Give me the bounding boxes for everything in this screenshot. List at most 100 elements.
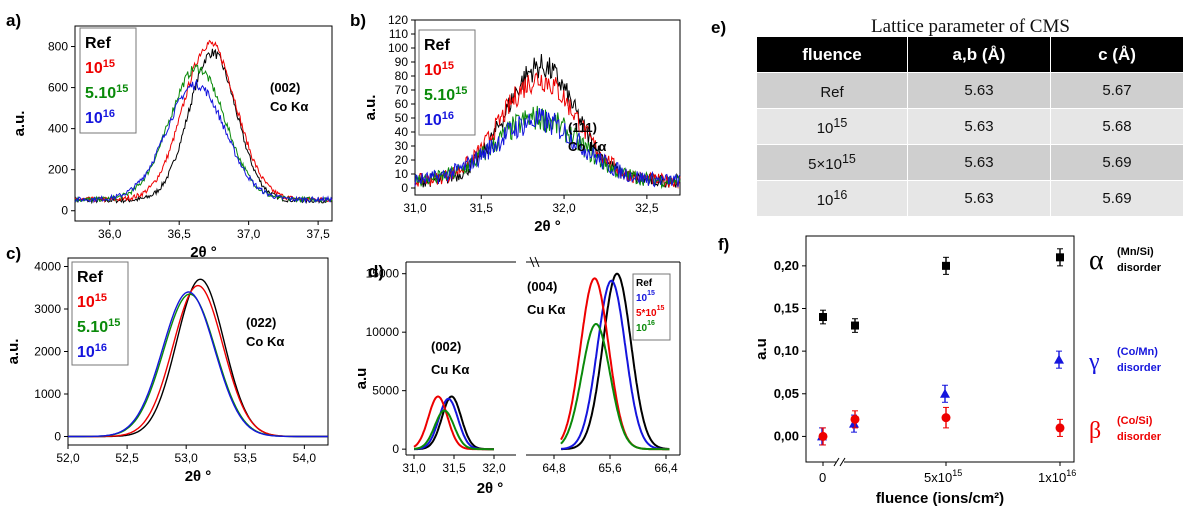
legend-entry-d: Ref <box>636 278 653 289</box>
table-title: Lattice parameter of CMS <box>871 16 1070 37</box>
data-point-gamma <box>940 388 950 398</box>
x-axis-label-c: 2θ ° <box>185 468 212 485</box>
y-tick-label: 20 <box>395 153 409 167</box>
data-point-beta <box>941 413 951 423</box>
y-tick-label: 5000 <box>372 384 399 398</box>
series-name-label: disorder <box>1117 431 1162 443</box>
y-tick-label: 1000 <box>34 387 61 401</box>
y-tick-label: 3000 <box>34 302 61 316</box>
x-tick-label: 5x1015 <box>924 468 962 485</box>
cell-fluence: Ref <box>757 72 908 109</box>
y-tick-label: 800 <box>48 40 68 54</box>
y-tick-label: 400 <box>48 122 68 136</box>
x-tick-label: 65,6 <box>598 461 622 475</box>
axis-break-mark <box>839 457 846 467</box>
x-axis-label-d: 2θ ° <box>477 480 504 497</box>
x-tick-label: 53,0 <box>175 451 199 465</box>
x-axis-label-b: 2θ ° <box>534 218 561 235</box>
legend-entry-b: Ref <box>424 37 450 54</box>
cell-ab: 5.63 <box>907 72 1051 109</box>
series-symbol-label: α <box>1089 245 1104 276</box>
cell-fluence: 1016 <box>757 180 908 216</box>
panel-letter-f: f) <box>718 235 729 254</box>
legend-box-d <box>632 273 671 341</box>
y-tick-label: 70 <box>395 83 409 97</box>
y-tick-label: 30 <box>395 139 409 153</box>
y-axis-label-d: a.u <box>353 368 370 390</box>
y-tick-label: 0,00 <box>774 428 799 443</box>
data-point-beta <box>1055 423 1065 433</box>
y-tick-label: 4000 <box>34 260 61 274</box>
x-tick-label: 1x1016 <box>1038 468 1076 485</box>
peak-annotation-d: Cu Kα <box>527 302 565 317</box>
y-tick-label: 2000 <box>34 345 61 359</box>
plot-frame-f <box>805 235 1075 463</box>
cell-ab: 5.63 <box>907 108 1051 145</box>
table-row: 5×1015 5.63 5.69 <box>757 144 1184 181</box>
series-line-c-3 <box>68 291 328 438</box>
table-row: 1016 5.63 5.69 <box>757 180 1184 216</box>
y-tick-label: 0 <box>401 181 408 195</box>
peak-annotation-d: (002) <box>431 339 461 354</box>
series-line-d-left-3 <box>413 409 494 451</box>
x-tick-label: 31,0 <box>403 201 427 215</box>
y-tick-label: 15000 <box>366 267 400 281</box>
y-tick-label: 600 <box>48 81 68 95</box>
x-tick-label: 32,0 <box>482 461 506 475</box>
data-point-alpha <box>851 321 859 330</box>
data-point-alpha <box>819 313 827 322</box>
peak-annotation-d: (004) <box>527 279 557 294</box>
series-line-d-right-1 <box>561 279 670 451</box>
y-axis-label-f: a.u <box>753 338 770 360</box>
x-tick-label: 54,0 <box>293 451 317 465</box>
y-tick-label: 200 <box>48 163 68 177</box>
x-axis-label-f: fluence (ions/cm²) <box>876 490 1004 507</box>
axis-break-mark <box>529 256 535 268</box>
table-header-row: fluence a,b (Å) c (Å) <box>757 37 1184 73</box>
legend-entry-d: 1016 <box>636 320 655 334</box>
legend-entry-b: 1016 <box>424 110 454 129</box>
series-line-a-2 <box>74 64 333 203</box>
lattice-table: fluence a,b (Å) c (Å) Ref 5.63 5.67 1015… <box>757 37 1184 216</box>
axis-break-mark <box>534 256 540 268</box>
legend-entry-a: 1015 <box>85 58 115 77</box>
x-tick-label: 37,5 <box>306 227 330 241</box>
series-line-a-3 <box>74 79 333 204</box>
y-tick-label: 0 <box>54 430 61 444</box>
legend-entry-d: 5*1015 <box>636 305 664 319</box>
header-fluence: fluence <box>757 37 908 73</box>
x-tick-label: 37,0 <box>237 227 261 241</box>
legend-entry-b: 5.1015 <box>424 85 467 104</box>
series-line-d-right-0 <box>561 272 670 451</box>
y-tick-label: 120 <box>388 13 408 27</box>
data-point-gamma <box>1054 354 1064 364</box>
x-tick-label: 31,5 <box>442 461 466 475</box>
legend-entry-a: 5.1015 <box>85 83 128 102</box>
legend-entry-a: Ref <box>85 35 111 52</box>
peak-annotation-c: Co Kα <box>246 334 284 349</box>
plot-frame-a <box>74 25 333 222</box>
y-tick-label: 90 <box>395 55 409 69</box>
cell-c: 5.69 <box>1050 180 1184 216</box>
x-tick-label: 36,5 <box>168 227 192 241</box>
data-point-alpha <box>1056 253 1064 262</box>
peak-annotation-a: (002) <box>270 80 300 95</box>
x-tick-label: 0 <box>819 470 826 485</box>
y-tick-label: 0,05 <box>774 386 799 401</box>
legend-box-c <box>71 261 129 366</box>
series-line-b-3 <box>414 108 681 188</box>
x-tick-label: 32,5 <box>635 201 659 215</box>
data-point-beta <box>850 414 860 424</box>
y-tick-label: 0,15 <box>774 300 799 315</box>
y-tick-label: 40 <box>395 125 409 139</box>
y-tick-label: 50 <box>395 111 409 125</box>
x-tick-label: 36,0 <box>98 227 122 241</box>
x-tick-label: 52,0 <box>56 451 80 465</box>
cell-ab: 5.63 <box>907 180 1051 216</box>
panel-letter-d: d) <box>368 262 384 281</box>
panel-letter-b: b) <box>350 11 366 30</box>
data-point-beta <box>818 431 828 441</box>
header-c: c (Å) <box>1050 37 1184 73</box>
peak-annotation-b: Co Kα <box>568 139 606 154</box>
